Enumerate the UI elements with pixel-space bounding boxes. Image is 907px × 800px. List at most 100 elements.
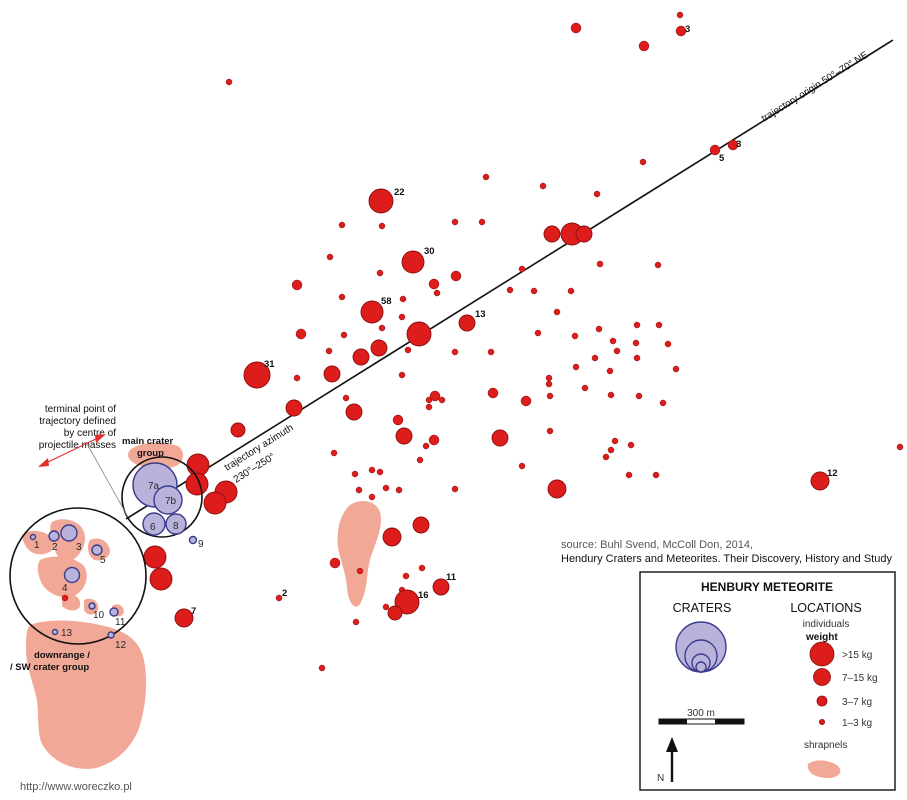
shrapnel-sw-3 [37,556,87,598]
meteorite-location [368,493,376,501]
meteorite-location [638,40,650,52]
crater-labels: 7a 7b 6 8 9 1 2 3 4 5 10 11 12 13 [34,481,204,651]
meteorite-location [539,182,547,190]
sw-crater-group-label: / SW crater group [10,662,89,673]
crater-label: 6 [150,522,156,533]
meteorite-location [709,144,721,156]
crater-label: 13 [61,628,73,639]
meteorite-location [425,403,433,411]
meteorite-location [382,484,390,492]
weight-label: 13 [475,309,486,320]
legend-class-label: 1–3 kg [842,718,872,729]
main-crater-group-circle [121,456,203,538]
meteorite-location [659,399,667,407]
legend-north-label: N [657,773,664,784]
meteorite-location [655,321,663,329]
meteorite-location [611,437,619,445]
meteorite-location [404,346,412,354]
crater-1 [29,533,37,541]
meteorite-location [149,567,173,591]
legend-crater-symbol [675,621,727,673]
meteorite-location [382,527,402,547]
sw-crater-group-label: downrange / [34,650,90,661]
legend-class-label: >15 kg [842,650,872,661]
legend-weight: weight [805,632,838,643]
meteorite-location [625,471,633,479]
legend: HENBURY METEORITE CRATERS LOCATIONS indi… [639,571,896,791]
meteorite-location [398,313,406,321]
meteorite-location [399,295,407,303]
crater-3 [60,524,78,542]
crater-10 [109,607,119,617]
meteorite-location [609,337,617,345]
svg-text:by centre of: by centre of [64,428,116,439]
legend-scale-bar [658,718,745,725]
weight-label: 7 [191,606,196,617]
weight-label: 3 [685,24,690,35]
weight-label: 22 [394,187,405,198]
crater-label: 3 [76,542,82,553]
meteorite-location [432,578,450,596]
meteorite-location [596,260,604,268]
legend-symbol-1-3 [819,719,826,726]
meteorite-location [672,365,680,373]
meteorite-location [429,390,441,402]
crater-13 [51,628,59,636]
legend-shrapnels-label: shrapnels [804,740,847,751]
meteorite-location [575,225,593,243]
legend-individuals: individuals [803,619,850,630]
meteorite-location [581,384,589,392]
meteorite-location [352,618,360,626]
meteorite-location [451,485,459,493]
meteorite-location [293,374,301,382]
meteorite-location [340,331,348,339]
crater-2 [48,530,60,542]
weight-label: 30 [424,246,435,257]
meteorite-location [607,446,615,454]
meteorite-location [478,218,486,226]
meteorite-location [368,188,394,214]
crater-7b [153,485,183,515]
meteorite-location [329,557,341,569]
meteorite-location [545,374,553,382]
meteorite-location [295,328,307,340]
meteorite-location [394,589,420,615]
meteorite-location [395,427,413,445]
meteorite-location [345,403,363,421]
svg-text:terminal point of: terminal point of [45,404,116,415]
svg-text:projectile masses: projectile masses [39,440,116,451]
meteorite-location [572,363,580,371]
meteorite-location [635,392,643,400]
crater-12 [107,631,115,639]
meteorite-location [382,603,390,611]
arrowhead-right [95,434,106,443]
meteorite-location [356,567,364,575]
meteorite-location [342,394,350,402]
weight-label: 5 [719,153,725,164]
meteorite-location [567,287,575,295]
meteorite-location [401,250,425,274]
meteorite-location [323,365,341,383]
legend-shrapnel-symbol [807,760,841,778]
meteorite-location [428,434,440,446]
meteorite-location [534,329,542,337]
weight-label: 3 [736,139,741,150]
meteorite-location [416,456,424,464]
legend-locations-heading: LOCATIONS [790,601,861,615]
meteorite-location [392,414,404,426]
crater-label: 12 [115,640,127,651]
source-line: source: Buhl Svend, McColl Don, 2014, [561,539,753,551]
meteorite-location [450,270,462,282]
meteorite-location [506,286,514,294]
meteorite-location [546,392,554,400]
meteorite-location [285,399,303,417]
meteorite-location [632,339,640,347]
meteorite-location [330,449,338,457]
trajectory-line [125,39,894,520]
meteorite-location [412,516,430,534]
meteorite-location [451,218,459,226]
meteorite-location [352,348,370,366]
crater-11 [88,602,96,610]
shrapnel-sw-big [26,620,147,769]
meteorite-location [143,545,167,569]
